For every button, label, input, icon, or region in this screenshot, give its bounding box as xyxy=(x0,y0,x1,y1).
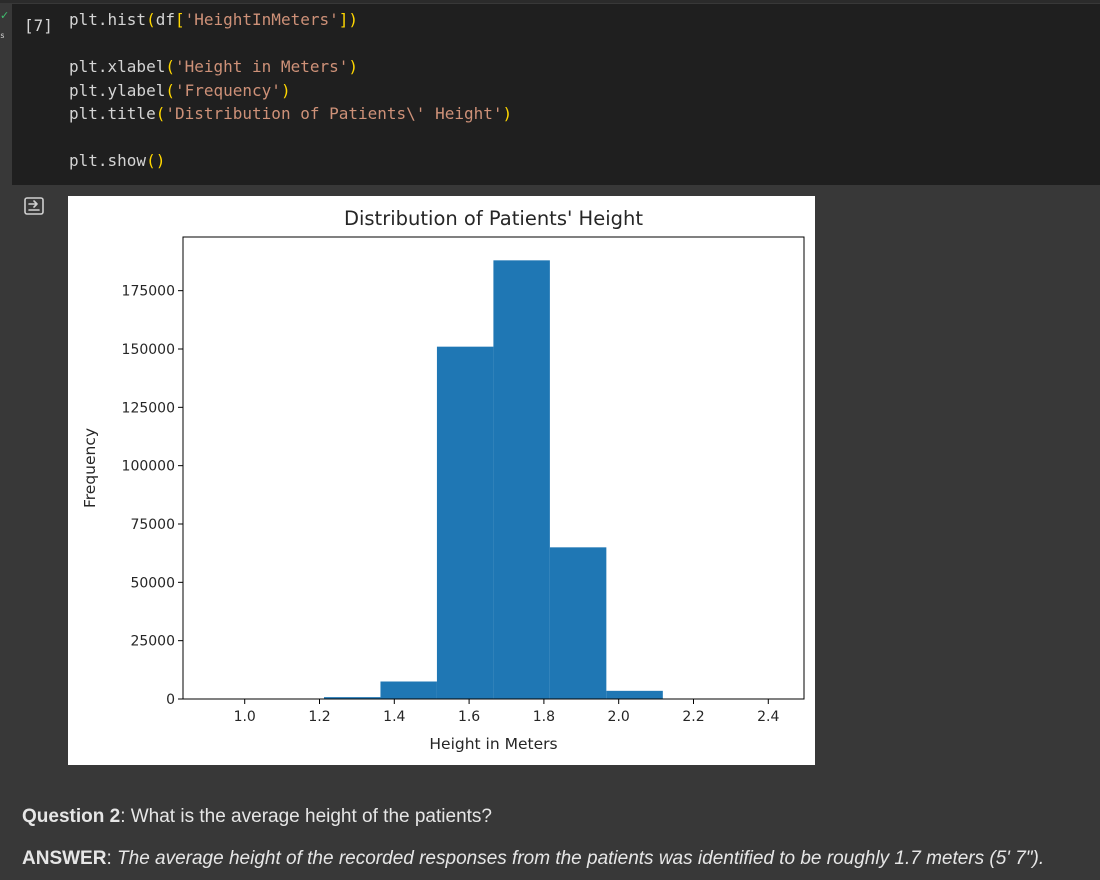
execution-count[interactable]: [7] xyxy=(24,16,53,35)
histogram-bar xyxy=(606,690,663,699)
answer-label: ANSWER xyxy=(22,848,107,869)
histogram-chart: 1.0 1.2 1.4 1.6 1.8 2.0 2.2 2.4 0 25000 50000 75000… xyxy=(81,207,805,753)
x-tick-label: 2.2 xyxy=(682,709,704,725)
histogram-bar xyxy=(549,547,607,699)
x-tick-label: 1.8 xyxy=(533,709,555,725)
answer-body: The average height of the recorded respo… xyxy=(117,848,1045,869)
code-cell[interactable]: plt.hist(df['HeightInMeters']) plt.xlabel… xyxy=(12,4,1100,185)
chart-title: Distribution of Patients' Height xyxy=(344,207,643,230)
code-token: ) xyxy=(502,104,513,123)
cell-status: ✓ s xyxy=(0,10,12,40)
y-tick-label: 0 xyxy=(166,692,175,708)
x-tick-label: 1.6 xyxy=(458,709,480,725)
code-line: plt.ylabel('Frequency') xyxy=(69,79,512,103)
code-line xyxy=(69,126,512,150)
code-token: plt.show xyxy=(69,151,147,170)
code-token: df xyxy=(155,10,175,29)
y-tick-label: 175000 xyxy=(122,284,175,300)
question-text: Question 2: What is the average height o… xyxy=(22,806,492,828)
code-token: plt.ylabel xyxy=(69,80,166,100)
code-token: ( xyxy=(165,57,175,76)
code-token: ( xyxy=(155,104,166,123)
plot-output: 1.0 1.2 1.4 1.6 1.8 2.0 2.2 2.4 0 25000 50000 75000… xyxy=(68,196,815,765)
y-tick-label: 100000 xyxy=(122,459,175,475)
x-tick-label: 1.0 xyxy=(234,709,256,725)
histogram-bar xyxy=(493,260,550,699)
answer-separator: : xyxy=(106,848,118,869)
code-line: plt.xlabel('Height in Meters') xyxy=(69,55,512,79)
code-token: plt.xlabel xyxy=(69,57,166,76)
code-token: ( xyxy=(165,80,175,100)
question-label: Question 2 xyxy=(22,806,121,827)
histogram-bar xyxy=(380,681,437,699)
code-token: [ xyxy=(174,10,185,29)
code-token: plt.title xyxy=(69,104,156,123)
code-line: plt.title('Distribution of Patients\' He… xyxy=(69,102,512,126)
execution-time: s xyxy=(0,31,5,40)
y-tick-label: 125000 xyxy=(122,400,175,416)
code-token: plt.hist xyxy=(69,10,147,29)
y-tick-label: 25000 xyxy=(130,634,175,650)
x-axis-label: Height in Meters xyxy=(429,735,557,753)
histogram-bar xyxy=(436,346,494,699)
code-editor[interactable]: plt.hist(df['HeightInMeters']) plt.xlabel… xyxy=(69,8,512,173)
checkmark-icon: ✓ xyxy=(0,9,10,22)
top-divider xyxy=(0,0,1100,3)
histogram-bar xyxy=(323,697,381,699)
code-line: plt.hist(df['HeightInMeters']) xyxy=(69,8,512,32)
plot-area-border xyxy=(182,236,805,700)
code-token: 'Distribution of Patients\' Height' xyxy=(165,104,503,123)
code-token: ) xyxy=(348,10,359,29)
y-tick-label: 150000 xyxy=(122,342,175,358)
code-token: () xyxy=(146,151,166,170)
code-token: ) xyxy=(280,80,291,100)
code-token: ( xyxy=(146,10,156,29)
x-tick-label: 1.2 xyxy=(308,709,330,725)
x-tick-label: 1.4 xyxy=(383,709,405,725)
code-line xyxy=(69,32,512,56)
x-tick-label: 2.4 xyxy=(757,709,779,725)
y-axis-label: Frequency xyxy=(81,428,99,508)
output-toggle-icon[interactable] xyxy=(22,194,46,218)
answer-text: ANSWER: The average height of the record… xyxy=(22,848,1044,870)
question-body: : What is the average height of the pati… xyxy=(120,806,492,827)
code-line: plt.show() xyxy=(69,149,512,173)
code-token: 'HeightInMeters' xyxy=(184,10,339,29)
y-tick-label: 75000 xyxy=(130,517,175,533)
code-token: ) xyxy=(348,57,358,76)
code-token: 'Frequency' xyxy=(174,80,281,100)
code-token: ] xyxy=(338,10,349,29)
x-tick-label: 2.0 xyxy=(608,709,630,725)
code-token: 'Height in Meters' xyxy=(174,57,349,76)
y-tick-label: 50000 xyxy=(130,575,175,591)
